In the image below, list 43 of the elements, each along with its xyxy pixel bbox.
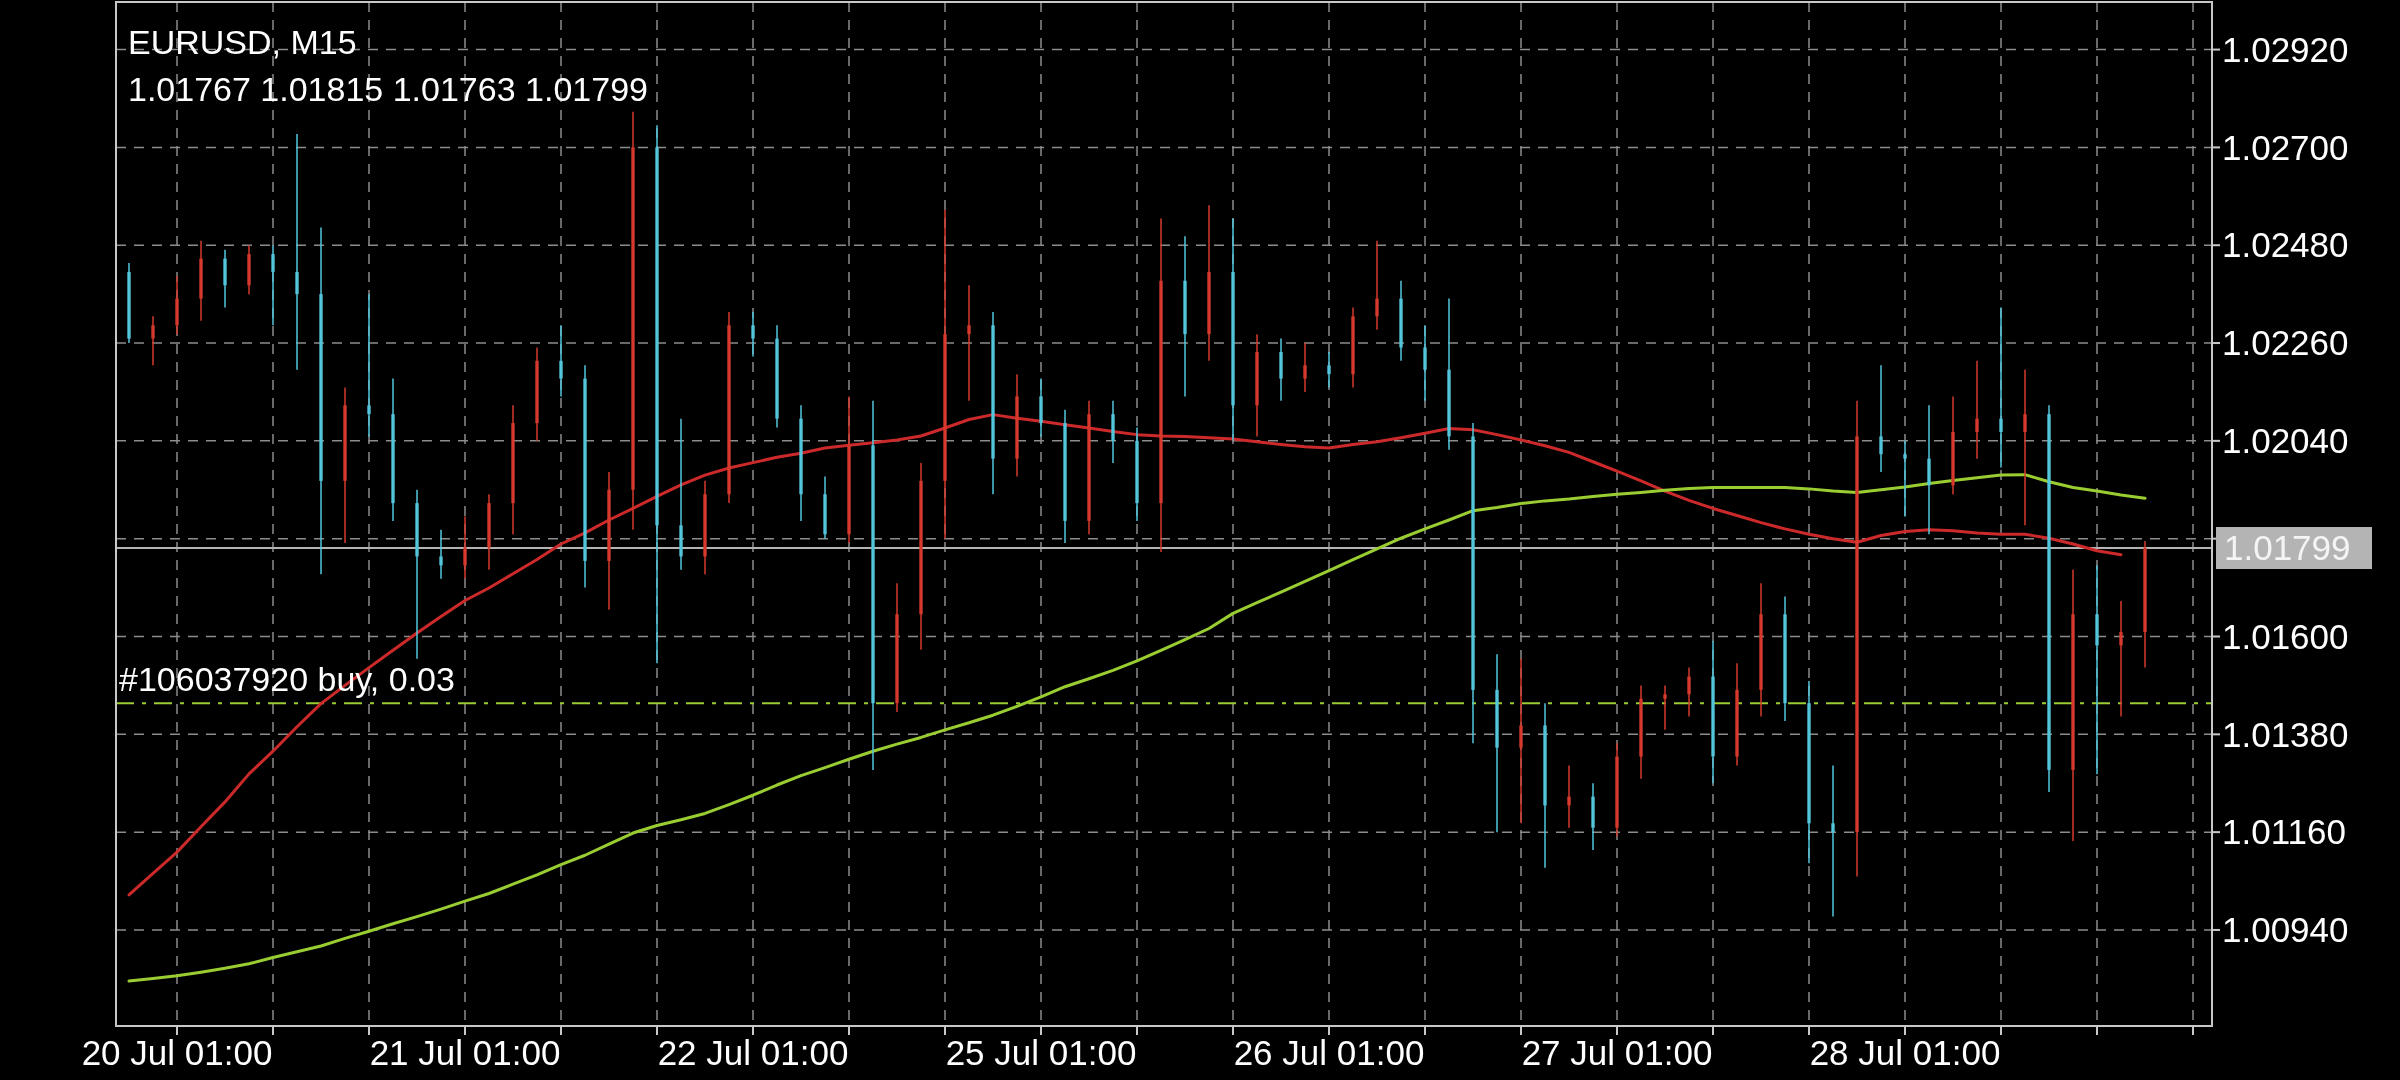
y-tick-label: 1.01600 <box>2222 616 2349 656</box>
candlestick <box>367 293 371 438</box>
x-tick-label: 27 Jul 01:00 <box>1521 1033 1713 1072</box>
candlestick <box>967 284 971 402</box>
text: EURUSD, M15 <box>128 23 357 61</box>
candlestick <box>559 324 563 398</box>
candlestick <box>1999 306 2003 469</box>
candlestick <box>2023 368 2027 527</box>
y-tick-label: 1.02920 <box>2222 29 2349 69</box>
y-tick-label: 1.02480 <box>2222 225 2349 265</box>
candlestick <box>751 311 755 358</box>
x-tick-label: 26 Jul 01:00 <box>1233 1033 1425 1072</box>
x-tick-label: 21 Jul 01:00 <box>369 1033 561 1072</box>
y-tick-label: 1.01160 <box>2222 812 2346 852</box>
candlestick <box>439 529 443 580</box>
x-tick-label: 28 Jul 01:00 <box>1809 1033 2001 1072</box>
text: 1.01767 1.01815 1.01763 1.01799 <box>128 70 648 108</box>
y-tick-label: 1.00940 <box>2222 910 2349 950</box>
candlestick <box>463 515 467 580</box>
candlestick <box>1519 657 1523 824</box>
candlestick <box>1879 364 1883 473</box>
candlestick <box>1423 324 1427 402</box>
candlestick <box>151 315 155 367</box>
y-tick-label: 1.01380 <box>2222 714 2349 754</box>
y-tick-label: 1.02260 <box>2222 323 2349 363</box>
candlestick <box>1303 342 1307 393</box>
candlestick <box>295 133 299 371</box>
x-tick-label: 22 Jul 01:00 <box>657 1033 849 1072</box>
candlestick <box>1975 360 1979 460</box>
candlestick <box>1375 240 1379 331</box>
y-tick-label: 1.02040 <box>2222 421 2349 461</box>
candlestick <box>1903 440 1907 518</box>
x-tick-label: 20 Jul 01:00 <box>81 1033 273 1072</box>
candlestick <box>1831 764 1835 918</box>
candlestick <box>1327 351 1331 389</box>
ref-line-label: 1.01799 <box>2224 528 2351 568</box>
candlestick <box>2119 600 2123 718</box>
candlestick <box>271 244 275 326</box>
candlestick <box>1567 764 1571 829</box>
candlestick <box>1663 684 1667 731</box>
candlestick <box>1687 666 1691 718</box>
x-tick-label: 25 Jul 01:00 <box>945 1033 1137 1072</box>
y-tick-label: 1.02700 <box>2222 127 2349 167</box>
